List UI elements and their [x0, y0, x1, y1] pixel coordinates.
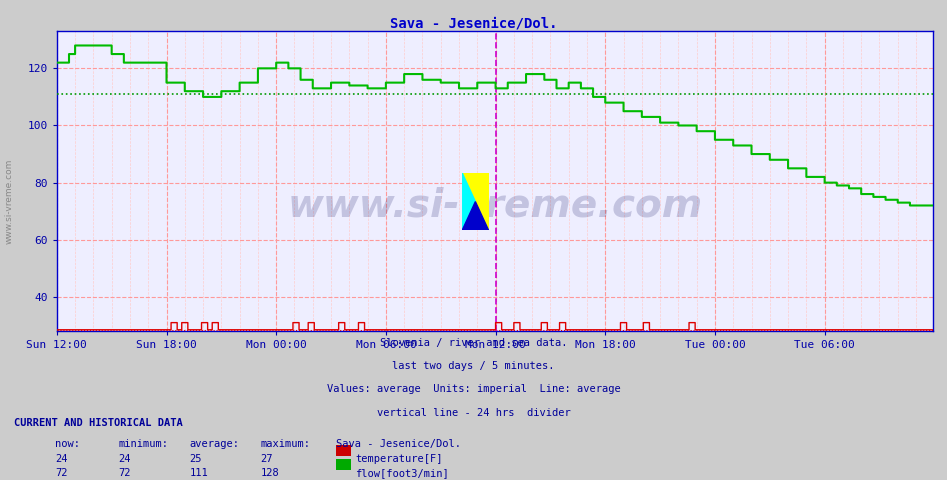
- Text: 27: 27: [260, 454, 273, 464]
- Text: 25: 25: [189, 454, 202, 464]
- Text: last two days / 5 minutes.: last two days / 5 minutes.: [392, 361, 555, 372]
- Text: Values: average  Units: imperial  Line: average: Values: average Units: imperial Line: av…: [327, 384, 620, 395]
- Text: 128: 128: [260, 468, 279, 478]
- Polygon shape: [462, 202, 489, 230]
- Text: 24: 24: [118, 454, 131, 464]
- Text: minimum:: minimum:: [118, 439, 169, 449]
- Text: 111: 111: [189, 468, 208, 478]
- Text: 24: 24: [55, 454, 67, 464]
- Text: 72: 72: [55, 468, 67, 478]
- Text: CURRENT AND HISTORICAL DATA: CURRENT AND HISTORICAL DATA: [14, 418, 183, 428]
- Text: Slovenia / river and sea data.: Slovenia / river and sea data.: [380, 338, 567, 348]
- Text: www.si-vreme.com: www.si-vreme.com: [287, 186, 703, 224]
- Text: now:: now:: [55, 439, 80, 449]
- Text: flow[foot3/min]: flow[foot3/min]: [355, 468, 449, 478]
- Text: 72: 72: [118, 468, 131, 478]
- Polygon shape: [462, 173, 475, 230]
- Text: vertical line - 24 hrs  divider: vertical line - 24 hrs divider: [377, 408, 570, 418]
- Text: www.si-vreme.com: www.si-vreme.com: [5, 159, 14, 244]
- Text: average:: average:: [189, 439, 240, 449]
- Text: Sava - Jesenice/Dol.: Sava - Jesenice/Dol.: [336, 439, 461, 449]
- Text: maximum:: maximum:: [260, 439, 311, 449]
- Text: temperature[F]: temperature[F]: [355, 454, 442, 464]
- Text: Sava - Jesenice/Dol.: Sava - Jesenice/Dol.: [390, 17, 557, 31]
- Polygon shape: [462, 173, 489, 230]
